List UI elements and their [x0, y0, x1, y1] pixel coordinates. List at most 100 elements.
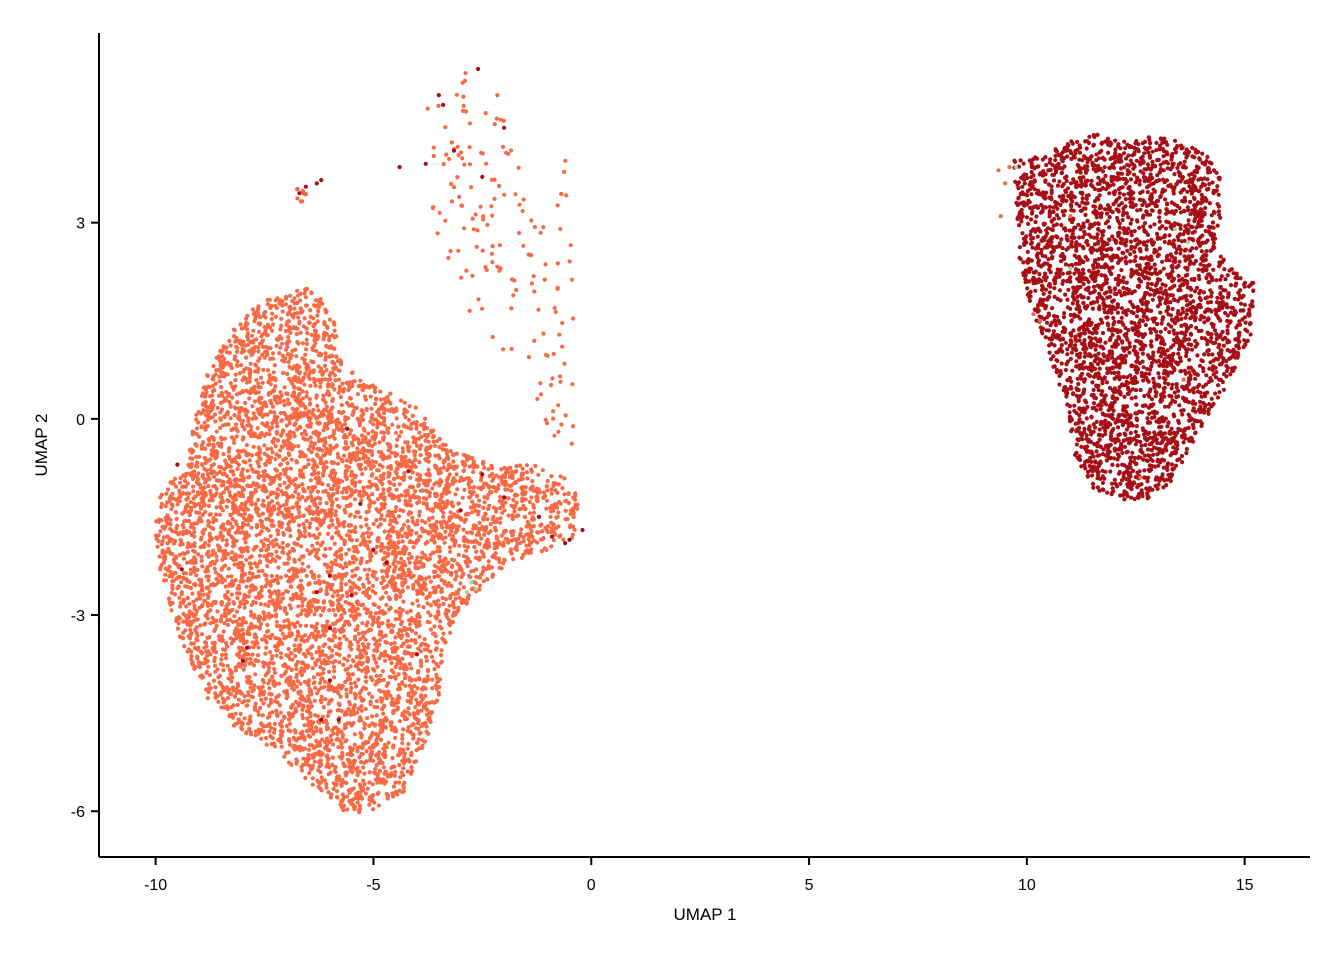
scatter-point-cluster-1 [192, 645, 197, 651]
scatter-point-cluster-1 [234, 626, 239, 631]
scatter-point-cluster-1 [258, 457, 263, 462]
scatter-point-cluster-1 [345, 400, 350, 405]
scatter-point-cluster-1 [260, 568, 265, 574]
scatter-point-cluster-1 [495, 556, 500, 561]
scatter-point-cluster-1 [413, 677, 418, 682]
scatter-point-cluster-1 [419, 555, 424, 560]
scatter-point-cluster-1 [416, 727, 421, 732]
scatter-point-cluster-1 [229, 435, 234, 440]
scatter-point-cluster-1 [330, 333, 335, 338]
scatter-point-cluster-1 [447, 545, 453, 550]
scatter-point-cluster-1 [317, 520, 322, 525]
scatter-point-cluster-1 [343, 471, 348, 476]
scatter-point-cluster-1 [386, 470, 391, 475]
scatter-point-cluster-1 [221, 479, 226, 485]
scatter-point-cluster-1 [435, 493, 440, 498]
scatter-point-cluster-1 [361, 426, 366, 431]
scatter-point-cluster-1 [363, 791, 368, 796]
scatter-point-cluster-1 [386, 595, 391, 600]
scatter-point-cluster-1 [381, 411, 387, 416]
scatter-point-cluster-1 [348, 753, 354, 758]
scatter-point-cluster-1 [184, 491, 189, 496]
scatter-point-cluster-1 [487, 489, 493, 495]
scatter-point-cluster-1 [260, 487, 265, 493]
scatter-point-cluster-1 [411, 736, 416, 741]
scatter-point-cluster-1 [448, 593, 453, 598]
scatter-point-cluster-1 [328, 546, 333, 551]
scatter-point-cluster-1 [402, 751, 407, 756]
scatter-point-cluster-1 [339, 741, 344, 747]
scatter-point-cluster-1 [376, 509, 382, 514]
scatter-point-cluster-1 [388, 408, 393, 413]
scatter-point-cluster-1 [326, 701, 331, 706]
scatter-point-cluster-1 [228, 381, 233, 386]
scatter-point-cluster-1 [251, 481, 256, 486]
scatter-point-cluster-1 [175, 626, 180, 631]
scatter-point-cluster-1 [211, 442, 216, 447]
scatter-point-cluster-1 [366, 463, 371, 468]
scatter-point-cluster-1 [377, 440, 382, 445]
scatter-point-cluster-1 [310, 604, 315, 609]
scatter-point-cluster-1 [513, 546, 518, 551]
scatter-point-cluster-1 [358, 378, 363, 383]
scatter-point-cluster-1 [471, 485, 476, 490]
scatter-point-cluster-1 [393, 676, 398, 681]
scatter-point-cluster-1 [206, 484, 211, 489]
scatter-point-cluster-1 [372, 441, 377, 446]
scatter-point-cluster-1 [418, 660, 424, 665]
scatter-point-cluster-1 [346, 653, 352, 659]
scatter-point-cluster-1 [245, 578, 250, 583]
scatter-point-cluster-1 [317, 501, 323, 506]
scatter-point-cluster-1 [355, 392, 360, 397]
scatter-point-cluster-1 [302, 568, 307, 573]
scatter-point-cluster-1 [319, 694, 324, 699]
scatter-point-cluster-1 [318, 384, 323, 389]
scatter-point-cluster-1 [358, 715, 363, 720]
scatter-point-cluster-1 [351, 410, 356, 415]
scatter-point-cluster-1 [283, 456, 289, 461]
scatter-point-cluster-1 [393, 635, 398, 640]
scatter-point-cluster-1 [290, 505, 295, 510]
scatter-point-cluster-1 [318, 770, 323, 775]
scatter-point-cluster-1 [367, 567, 372, 572]
scatter-point-cluster-1 [331, 786, 336, 792]
scatter-point-cluster-1 [310, 666, 315, 671]
scatter-point-cluster-1 [407, 712, 412, 717]
scatter-point-cluster-1 [314, 348, 319, 354]
scatter-point-cluster-1 [272, 744, 277, 749]
scatter-point-cluster-1 [245, 331, 250, 336]
scatter-point-cluster-1 [182, 551, 187, 557]
scatter-point-cluster-1 [274, 648, 279, 653]
scatter-point-cluster-1 [230, 715, 235, 720]
scatter-point-cluster-1 [240, 627, 245, 632]
scatter-point-cluster-1 [535, 495, 540, 500]
scatter-point-cluster-1 [282, 403, 287, 408]
scatter-point-cluster-1 [300, 450, 305, 455]
scatter-point-cluster-1 [445, 467, 450, 473]
scatter-point-cluster-1 [265, 446, 270, 452]
scatter-point-cluster-1 [409, 503, 414, 508]
scatter-point-cluster-1 [500, 510, 505, 515]
scatter-point-cluster-1 [408, 622, 413, 627]
scatter-point-cluster-1 [439, 578, 444, 583]
scatter-point-cluster-1 [443, 611, 448, 616]
scatter-point-cluster-1 [426, 467, 431, 472]
scatter-point-cluster-1 [381, 472, 386, 477]
scatter-point-cluster-1 [332, 483, 337, 488]
scatter-point-cluster-1 [252, 384, 257, 389]
scatter-point-cluster-1 [328, 473, 333, 478]
scatter-point-cluster-1 [415, 721, 421, 726]
scatter-point-cluster-1 [509, 538, 514, 543]
scatter-point-cluster-1 [310, 782, 315, 787]
scatter-point-cluster-1 [226, 676, 231, 681]
scatter-point-cluster-1 [326, 416, 331, 422]
scatter-point-cluster-1 [233, 378, 238, 383]
scatter-point-cluster-1 [239, 507, 244, 512]
scatter-point-cluster-1 [385, 553, 390, 558]
scatter-point-cluster-1 [336, 377, 342, 382]
scatter-point-cluster-1 [462, 543, 467, 549]
scatter-point-cluster-1 [184, 497, 189, 502]
scatter-point-cluster-1 [215, 405, 220, 410]
scatter-point-cluster-1 [318, 730, 324, 735]
scatter-point-cluster-1 [221, 525, 226, 530]
